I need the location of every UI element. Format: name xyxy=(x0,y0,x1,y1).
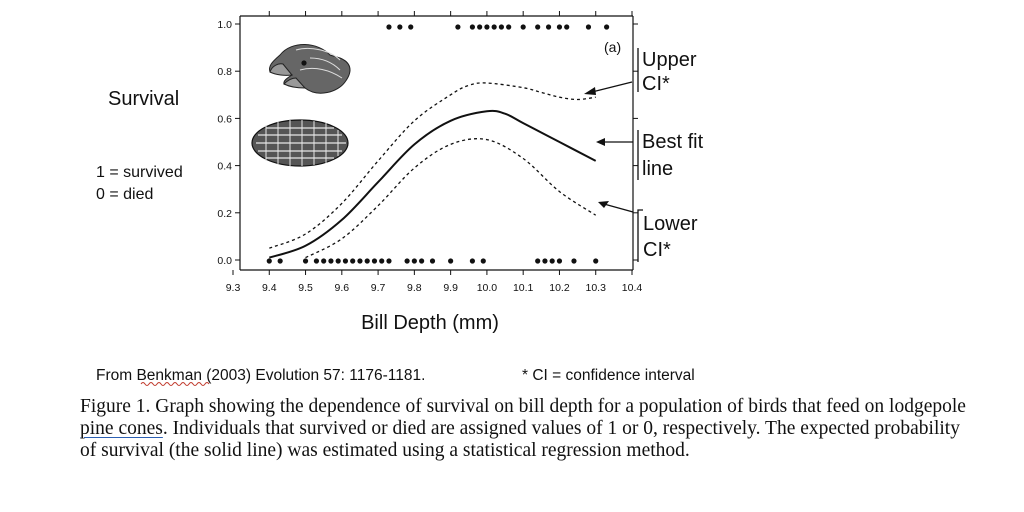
died-point xyxy=(321,258,327,264)
y-tick-label: 0.4 xyxy=(217,161,232,173)
x-tick-label: 10.3 xyxy=(586,282,607,294)
upper-ci-line xyxy=(269,82,596,249)
survived-point xyxy=(477,24,483,30)
annotation-arrowheads xyxy=(584,87,609,208)
x-tick-label: 9.3 xyxy=(226,282,241,294)
survived-point xyxy=(535,24,541,30)
survived-point xyxy=(484,24,490,30)
x-tick-label: 10.0 xyxy=(477,282,498,294)
died-point xyxy=(342,258,349,264)
y-tick-label: 0.0 xyxy=(217,255,232,267)
survived-point xyxy=(604,24,610,30)
x-tick-label: 10.1 xyxy=(513,282,534,294)
survived-point xyxy=(556,24,563,30)
died-point xyxy=(350,258,356,264)
y-tick-label: 0.6 xyxy=(217,113,232,125)
annotation-brackets xyxy=(637,48,643,262)
axis-ticks xyxy=(232,11,638,275)
died-point xyxy=(448,258,454,264)
y-axis-title: Survival xyxy=(108,88,179,110)
upper-ci-label-line2: CI* xyxy=(642,73,670,95)
died-point xyxy=(302,258,309,264)
regression-curves xyxy=(268,82,597,259)
observations xyxy=(266,24,610,264)
annotation-arrows xyxy=(591,81,634,213)
survived-point xyxy=(506,24,512,30)
survived-point xyxy=(585,24,592,30)
survived-point xyxy=(455,24,461,30)
survived-point xyxy=(491,24,497,30)
lower-ci-line xyxy=(305,138,597,259)
upper-ci-arrowhead xyxy=(584,87,596,95)
died-point xyxy=(364,258,370,264)
died-point xyxy=(277,258,283,264)
died-point xyxy=(371,258,378,264)
axis-tick-labels: 9.3 9.4 9.5 9.6 9.7 9.8 9.9 10.0 10.1 10.2 10.3 10.… xyxy=(217,19,642,294)
survived-point xyxy=(498,24,505,30)
died-point xyxy=(411,258,417,264)
x-tick-label: 9.8 xyxy=(407,282,422,294)
died-point xyxy=(379,258,385,264)
pine-cone-drawing xyxy=(251,119,349,167)
panel-label: (a) xyxy=(604,39,621,55)
best-fit-label-line1: Best fit xyxy=(642,131,704,153)
x-axis-title: Bill Depth (mm) xyxy=(361,312,499,334)
upper-ci-arrow xyxy=(591,81,633,93)
best-fit-label-line2: line xyxy=(642,158,673,180)
x-tick-label: 10.4 xyxy=(622,282,643,294)
y-coding-survived: 1 = survived xyxy=(96,164,183,181)
died-point xyxy=(266,258,272,264)
y-tick-label: 0.2 xyxy=(217,208,232,220)
survived-point xyxy=(386,24,392,30)
lower-ci-label-line1: Lower xyxy=(643,213,698,235)
died-point xyxy=(535,258,541,264)
died-point xyxy=(469,258,475,264)
caption-link-pine-cones[interactable]: pine cones xyxy=(80,418,163,439)
died-point xyxy=(549,258,555,264)
survived-point xyxy=(520,24,526,30)
survived-point xyxy=(545,24,552,30)
spellcheck-underline xyxy=(140,382,210,386)
best-fit-line xyxy=(268,109,597,259)
lower-ci-bracket xyxy=(637,209,643,262)
died-point xyxy=(328,258,334,264)
y-coding-died: 0 = died xyxy=(96,186,153,203)
died-point xyxy=(480,258,486,264)
footnote: * CI = confidence interval xyxy=(522,367,695,384)
figure-caption: Figure 1. Graph showing the dependence o… xyxy=(80,396,980,462)
died-point xyxy=(357,258,363,264)
died-point xyxy=(386,258,392,264)
died-point xyxy=(404,258,410,264)
lower-ci-arrowhead xyxy=(598,201,609,208)
source-note: From Benkman (2003) Evolution 57: 1176-1… xyxy=(96,367,425,384)
died-point xyxy=(419,258,425,264)
x-tick-label: 9.7 xyxy=(371,282,386,294)
best-fit-arrowhead xyxy=(596,138,605,146)
died-point xyxy=(335,258,341,264)
upper-ci-label-line1: Upper xyxy=(642,49,697,71)
died-point xyxy=(429,258,436,264)
y-tick-label: 0.8 xyxy=(217,66,232,78)
survived-point xyxy=(408,24,414,30)
x-tick-label: 9.6 xyxy=(335,282,350,294)
died-point xyxy=(556,258,563,264)
x-tick-label: 10.2 xyxy=(549,282,570,294)
died-point xyxy=(571,258,577,264)
died-point xyxy=(593,258,599,264)
lower-ci-arrow xyxy=(603,203,634,213)
y-tick-label: 1.0 xyxy=(217,19,232,31)
survived-point xyxy=(469,24,475,30)
died-point xyxy=(313,258,320,264)
x-tick-label: 9.5 xyxy=(298,282,313,294)
survived-point xyxy=(564,24,570,30)
died-point xyxy=(542,258,548,264)
caption-text-start: Figure 1. Graph showing the dependence o… xyxy=(80,396,966,417)
x-tick-label: 9.4 xyxy=(262,282,277,294)
x-tick-label: 9.9 xyxy=(443,282,458,294)
bird-head-drawing xyxy=(269,44,351,94)
caption-text-end: . Individuals that survived or died are … xyxy=(80,418,960,461)
survived-point xyxy=(397,24,403,30)
lower-ci-label-line2: CI* xyxy=(643,239,671,261)
